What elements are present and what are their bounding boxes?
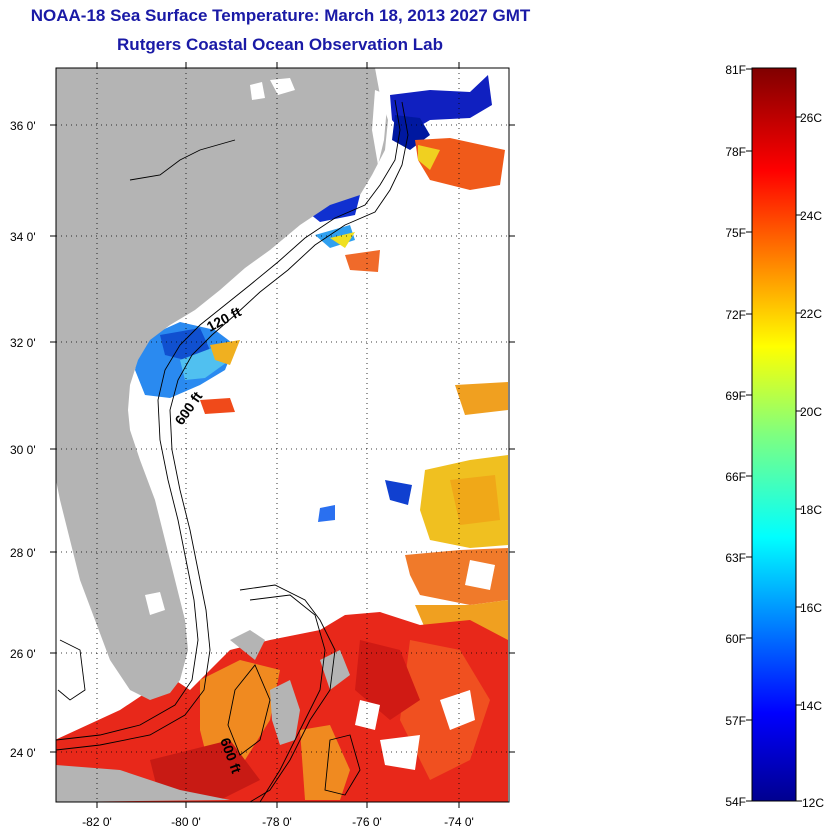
lon-label: -82 0' bbox=[82, 815, 112, 829]
colorbar-c-label: 24C bbox=[800, 209, 822, 223]
colorbar-f-label: 66F bbox=[725, 470, 746, 484]
lon-label: -74 0' bbox=[444, 815, 474, 829]
colorbar-c-label: 22C bbox=[800, 307, 822, 321]
colorbar: 81F 78F 75F 72F 69F 66F 63F 60F 57F 54F … bbox=[725, 63, 824, 810]
colorbar-f-label: 63F bbox=[725, 551, 746, 565]
colorbar-f-label: 57F bbox=[725, 714, 746, 728]
lon-label: -76 0' bbox=[352, 815, 382, 829]
map-subtitle: Rutgers Coastal Ocean Observation Lab bbox=[117, 35, 443, 54]
colorbar-c-label: 16C bbox=[800, 601, 822, 615]
land-layer bbox=[56, 68, 388, 802]
colorbar-f-label: 75F bbox=[725, 226, 746, 240]
bathymetry-contours bbox=[56, 99, 409, 802]
colorbar-f-label: 54F bbox=[725, 795, 746, 809]
colorbar-f-label: 81F bbox=[725, 63, 746, 77]
colorbar-f-label: 78F bbox=[725, 145, 746, 159]
graticule bbox=[56, 68, 509, 802]
inland-water bbox=[145, 78, 388, 615]
lat-label: 36 0' bbox=[10, 119, 36, 133]
colorbar-c-label: 18C bbox=[800, 503, 822, 517]
cloud-mask bbox=[355, 560, 495, 770]
lat-label: 30 0' bbox=[10, 443, 36, 457]
axis-ticks bbox=[50, 62, 515, 808]
colorbar-f-label: 72F bbox=[725, 308, 746, 322]
lat-label: 32 0' bbox=[10, 336, 36, 350]
colorbar-f-label: 60F bbox=[725, 632, 746, 646]
lat-label: 34 0' bbox=[10, 230, 36, 244]
colorbar-c-label: 26C bbox=[800, 111, 822, 125]
lon-label: -78 0' bbox=[262, 815, 292, 829]
colorbar-c-label: 12C bbox=[802, 796, 824, 810]
lat-label: 24 0' bbox=[10, 746, 36, 760]
lon-label: -80 0' bbox=[171, 815, 201, 829]
map-frame bbox=[55, 67, 510, 803]
colorbar-c-label: 20C bbox=[800, 405, 822, 419]
lat-label: 28 0' bbox=[10, 546, 36, 560]
colorbar-f-label: 69F bbox=[725, 389, 746, 403]
colorbar-gradient bbox=[751, 67, 797, 802]
colorbar-c-label: 14C bbox=[800, 699, 822, 713]
lat-label: 26 0' bbox=[10, 647, 36, 661]
map-title: NOAA-18 Sea Surface Temperature: March 1… bbox=[30, 6, 531, 25]
